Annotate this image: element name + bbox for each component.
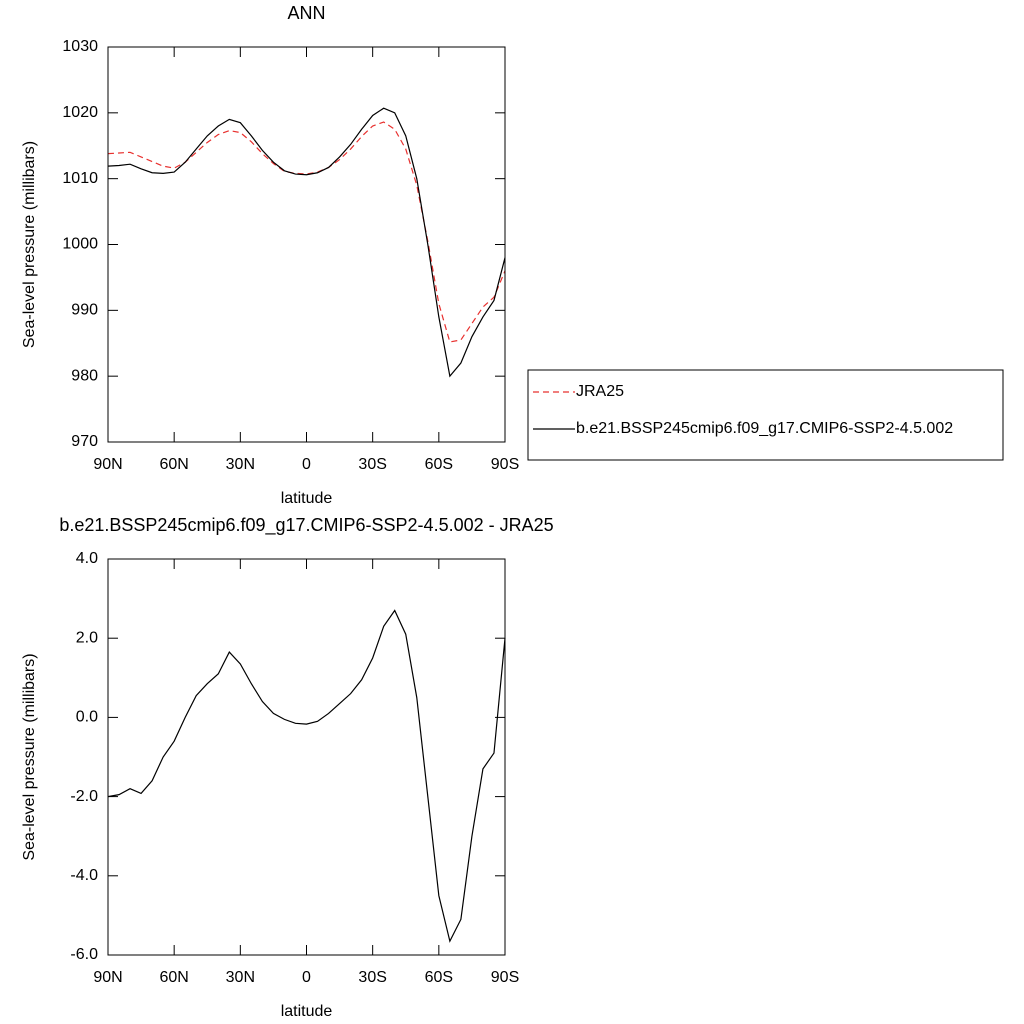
x-axis-label: latitude xyxy=(281,1003,333,1020)
y-tick-label: 1020 xyxy=(62,104,98,121)
legend-box xyxy=(527,369,1004,461)
y-tick-label: 0.0 xyxy=(76,709,98,726)
plot-frame xyxy=(107,46,506,443)
x-tick-label: 60N xyxy=(159,456,188,473)
x-tick-label: 30N xyxy=(226,456,255,473)
x-tick-label: 30S xyxy=(358,969,386,986)
data-line xyxy=(107,121,506,343)
legend-label: b.e21.BSSP245cmip6.f09_g17.CMIP6-SSP2-4.… xyxy=(576,420,953,437)
y-tick-label: 4.0 xyxy=(76,550,98,567)
plot-frame xyxy=(107,558,506,956)
x-tick-label: 0 xyxy=(302,456,311,473)
y-tick-label: -4.0 xyxy=(70,867,98,884)
y-tick-label: 2.0 xyxy=(76,629,98,646)
chart-title: ANN xyxy=(287,3,325,23)
x-tick-label: 90S xyxy=(491,969,519,986)
y-axis-label: Sea-level pressure (millibars) xyxy=(21,653,38,860)
data-line xyxy=(107,107,506,378)
x-tick-label: 30S xyxy=(358,456,386,473)
x-axis-label: latitude xyxy=(281,490,333,507)
y-tick-label: 1000 xyxy=(62,236,98,253)
legend-label: JRA25 xyxy=(576,383,624,400)
y-tick-label: -2.0 xyxy=(70,788,98,805)
x-tick-label: 90S xyxy=(491,456,519,473)
y-tick-label: 980 xyxy=(71,367,98,384)
x-tick-label: 60N xyxy=(159,969,188,986)
y-tick-label: 990 xyxy=(71,302,98,319)
y-axis-label: Sea-level pressure (millibars) xyxy=(21,141,38,348)
x-tick-label: 30N xyxy=(226,969,255,986)
x-tick-label: 0 xyxy=(302,969,311,986)
x-tick-label: 60S xyxy=(425,456,453,473)
y-tick-label: 1010 xyxy=(62,170,98,187)
y-tick-label: 970 xyxy=(71,433,98,450)
chart-title: b.e21.BSSP245cmip6.f09_g17.CMIP6-SSP2-4.… xyxy=(59,515,553,536)
x-tick-label: 90N xyxy=(93,969,122,986)
x-tick-label: 60S xyxy=(425,969,453,986)
data-line xyxy=(107,609,506,943)
y-tick-label: -6.0 xyxy=(70,946,98,963)
y-tick-label: 1030 xyxy=(62,38,98,55)
x-tick-label: 90N xyxy=(93,456,122,473)
